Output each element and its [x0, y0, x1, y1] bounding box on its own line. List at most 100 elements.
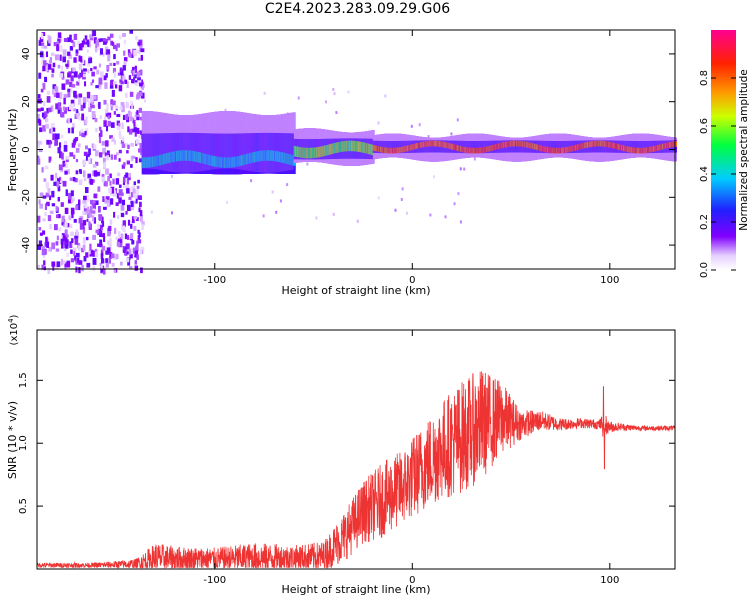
spectrogram-cell — [59, 73, 64, 78]
spectrogram-cell — [286, 183, 289, 187]
spectrogram-cell — [99, 243, 103, 248]
spectrogram-cell — [120, 81, 124, 85]
spectrogram-cell — [101, 176, 106, 183]
spectrogram-cell — [82, 96, 87, 104]
spectrogram-cell — [89, 179, 94, 185]
spectrogram-cell — [93, 66, 97, 70]
spectrogram-cell — [72, 67, 76, 72]
spectrogram-cell — [48, 107, 52, 113]
spectrogram-cell — [130, 100, 133, 105]
spectrogram-cell — [141, 92, 145, 99]
spectrogram-cell — [94, 248, 98, 254]
spectrogram-cell — [394, 208, 397, 212]
spectrogram-cell — [64, 265, 67, 270]
spectrogram-cell — [77, 76, 81, 83]
spectrogram-cell — [107, 231, 111, 237]
spectrogram-cell — [71, 211, 74, 219]
spectrogram-cell — [59, 92, 63, 99]
spectrogram-cell — [98, 133, 101, 138]
spectrogram-cell — [90, 199, 93, 205]
spectrogram-cell — [135, 217, 139, 222]
spectrogram-cell — [58, 180, 62, 184]
spectrogram-cell — [118, 35, 122, 40]
spectrogram-cell — [114, 84, 118, 89]
spectrogram-cell — [347, 90, 350, 94]
spectrogram-cell — [64, 221, 68, 229]
spectrogram-cell — [133, 49, 137, 57]
spectrogram-cell — [135, 35, 138, 41]
spectrogram-cell — [427, 135, 430, 139]
spectrogram-cell — [46, 90, 51, 95]
spectrogram-cell — [123, 162, 126, 167]
spectrogram-cell — [47, 268, 51, 274]
spectrogram-cell — [92, 214, 95, 222]
spectrogram-cell — [41, 42, 45, 46]
spectrogram-cell — [45, 181, 49, 189]
spectrogram-cell — [119, 67, 123, 73]
spectrogram-cell — [113, 44, 117, 50]
spectrogram-cell — [57, 185, 61, 192]
spectrogram-cell — [105, 140, 109, 147]
spectrogram-cell — [100, 48, 103, 55]
spectrogram-cell — [106, 49, 111, 53]
spectrogram-cell — [68, 215, 72, 221]
spectrogram-cell — [102, 157, 106, 165]
spectrogram-cell — [118, 85, 123, 92]
spectrogram-cell — [61, 242, 64, 249]
spectrogram-cell — [73, 90, 77, 98]
spectrogram-cell — [131, 240, 135, 245]
spectrogram-cell — [93, 193, 97, 199]
spectrogram-cell — [106, 202, 109, 207]
spectrogram-cell — [45, 236, 48, 243]
spectrogram-cell — [43, 266, 46, 271]
spectrogram-cell — [60, 65, 64, 73]
spectrogram-cell — [93, 170, 98, 177]
spectrogram-cell — [41, 60, 45, 65]
spectrogram-cell — [58, 164, 63, 171]
spectrogram-cell — [81, 113, 85, 121]
spectrogram-cell — [66, 223, 70, 228]
spectrogram-cell — [126, 257, 130, 263]
spectrogram-cell — [128, 75, 132, 80]
spectrogram-cell — [44, 111, 48, 118]
spectrogram-cell — [50, 174, 54, 181]
spectrogram-cell — [55, 172, 58, 179]
spectrogram-cell — [60, 238, 64, 245]
spectrogram-cell — [37, 264, 41, 270]
spectrogram-cell — [79, 131, 82, 136]
spectrogram-cell — [138, 134, 142, 139]
spectrogram-cell — [128, 128, 133, 135]
spectrogram-cell — [418, 123, 421, 127]
spectrogram-cell — [54, 138, 59, 146]
spectrogram-cell — [122, 75, 126, 82]
spectrogram-cell — [141, 224, 145, 230]
spectrogram-cell — [78, 98, 82, 105]
spectrogram-cell — [71, 197, 76, 202]
spectrogram-cell — [84, 204, 88, 209]
spectrogram-cell — [306, 162, 309, 166]
spectrogram-cell — [113, 268, 116, 273]
spectrogram-cell — [100, 268, 104, 273]
spectrogram-cell — [39, 192, 44, 197]
spectrogram-cell — [38, 148, 43, 153]
spectrogram-cell — [43, 45, 48, 49]
spectrogram-cell — [116, 126, 121, 131]
spectrogram-cell — [41, 112, 46, 118]
spectrogram-cell — [132, 119, 136, 124]
spectrogram-cell — [83, 44, 88, 48]
spectrogram-cell — [324, 100, 327, 104]
spectrogram-cell — [118, 239, 122, 247]
spectrogram-cell — [125, 113, 129, 121]
spectrogram-cell — [125, 172, 129, 178]
spectrogram-cell — [37, 144, 41, 148]
spectrogram-cell — [120, 204, 125, 211]
spectrogram-cell — [77, 143, 81, 148]
spectrogram-cell — [332, 87, 335, 91]
spectrogram-cell — [131, 155, 136, 160]
spectrogram-cell — [133, 181, 136, 186]
spectrogram-cell — [126, 251, 131, 255]
spectrogram-cell — [131, 78, 135, 84]
spectrogram-cell — [73, 108, 77, 112]
spectrogram-cell — [76, 112, 80, 120]
spectrogram-cell — [113, 62, 116, 66]
